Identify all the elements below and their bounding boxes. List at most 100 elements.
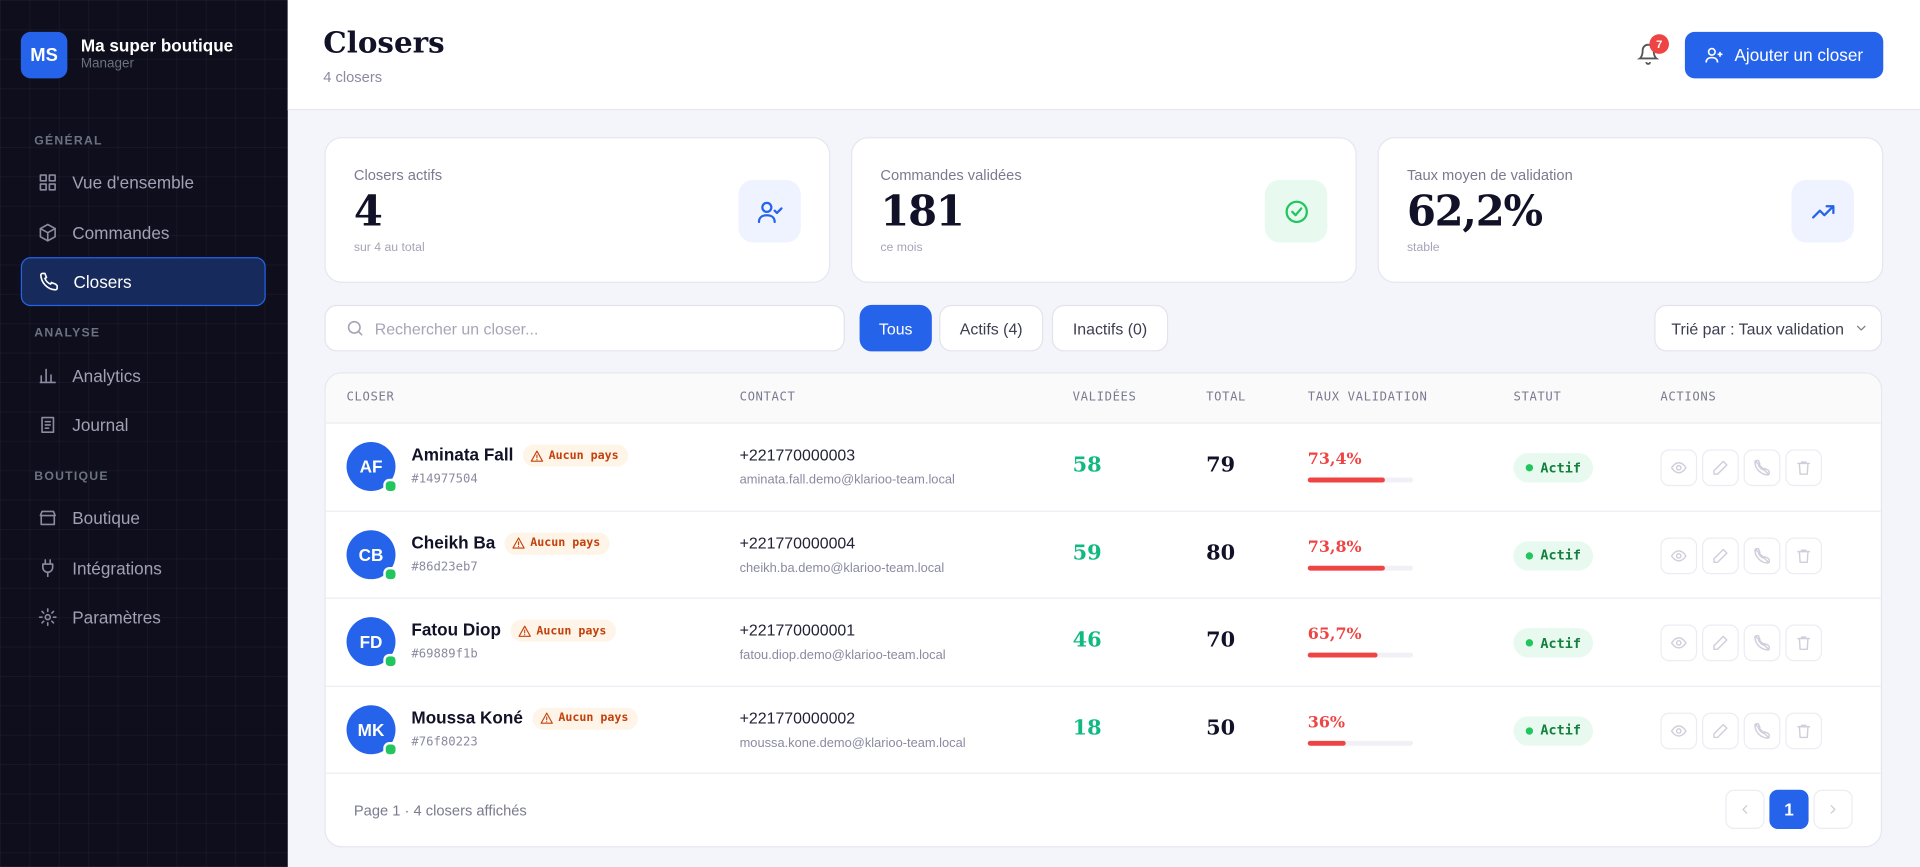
- column-header: ACTIONS: [1660, 390, 1717, 405]
- action-button[interactable]: [1702, 536, 1739, 574]
- prev-page[interactable]: [1725, 789, 1765, 829]
- warning-label: Aucun pays: [536, 623, 607, 638]
- action-button[interactable]: [1702, 712, 1739, 749]
- action-button[interactable]: [1785, 624, 1823, 662]
- icon: [1797, 461, 1811, 475]
- table-row: AF Aminata Fall Aucun pays #14977504 +221770…: [325, 422, 1881, 510]
- validation-rate: 36%: [1307, 713, 1346, 732]
- online-dot: [383, 478, 398, 494]
- closer-id: #76f80223: [411, 735, 478, 749]
- table-footer-line: [325, 772, 1881, 774]
- stat-sub: sur 4 au total: [353, 241, 425, 255]
- status-dot: [1525, 551, 1534, 559]
- total-count: 50: [1206, 715, 1236, 741]
- warning-badge: Aucun pays: [522, 444, 629, 467]
- sidebar: MS Ma super boutique Manager GÉNÉRAL Vue …: [0, 0, 288, 867]
- closer-name: Cheikh Ba: [411, 532, 496, 552]
- closer-name: Fatou Diop: [411, 619, 501, 640]
- warning-badge: Aucun pays: [504, 532, 611, 555]
- action-button[interactable]: [1660, 449, 1698, 487]
- icon: [1754, 722, 1770, 739]
- phone: +221770000001: [739, 620, 856, 640]
- action-button[interactable]: [1743, 449, 1781, 487]
- action-button[interactable]: [1702, 449, 1739, 487]
- status-badge: Actif: [1513, 540, 1594, 571]
- action-button[interactable]: [1785, 536, 1823, 574]
- status-dot: [1525, 726, 1534, 735]
- nav-item[interactable]: Boutique: [21, 493, 266, 542]
- stat-icon: [1264, 180, 1328, 243]
- phone: +221770000004: [739, 533, 856, 552]
- closers-table: CLOSER CONTACT VALIDÉES TOTAL TAUX VALIDATIO…: [324, 372, 1883, 848]
- nav-item[interactable]: Closers: [20, 257, 266, 307]
- next-page[interactable]: [1813, 789, 1853, 829]
- icon: [540, 712, 553, 724]
- rate-bar: [1307, 565, 1386, 571]
- nav-item-label: Boutique: [72, 508, 140, 528]
- action-button[interactable]: [1743, 536, 1781, 574]
- rate-track: [1307, 565, 1414, 571]
- validation-rate: 65,7%: [1307, 625, 1362, 645]
- action-button[interactable]: [1785, 449, 1823, 487]
- icon: [1830, 805, 1836, 814]
- action-button[interactable]: [1702, 624, 1739, 662]
- action-button[interactable]: [1785, 712, 1823, 749]
- nav-item[interactable]: Vue d'ensemble: [21, 158, 266, 207]
- column-header: STATUT: [1513, 390, 1562, 405]
- filter-tab[interactable]: Tous: [859, 304, 932, 352]
- warning-label: Aucun pays: [530, 536, 601, 550]
- total-count: 79: [1206, 453, 1236, 478]
- rate-track: [1307, 477, 1414, 483]
- action-button[interactable]: [1743, 624, 1781, 662]
- icon: [39, 174, 56, 191]
- pagination-info: Page 1 · 4 closers affichés: [353, 802, 527, 820]
- nav-item[interactable]: Journal: [21, 400, 266, 449]
- status-badge: Actif: [1513, 628, 1594, 658]
- status-dot: [1525, 464, 1534, 472]
- filter-tab[interactable]: Inactifs (0): [1051, 304, 1169, 352]
- icon: [1811, 204, 1834, 218]
- stat-value: 4: [353, 187, 383, 237]
- action-button[interactable]: [1743, 712, 1781, 749]
- icon: [40, 272, 58, 291]
- nav-item[interactable]: Analytics: [21, 351, 266, 400]
- nav-item[interactable]: Paramètres: [21, 593, 266, 642]
- action-button[interactable]: [1660, 712, 1698, 749]
- add-button-label: Ajouter un closer: [1734, 45, 1864, 65]
- validated-count: 59: [1072, 540, 1102, 566]
- page-title: Closers: [323, 24, 445, 61]
- icon: [1713, 460, 1728, 475]
- icon: [1670, 637, 1687, 649]
- online-dot: [383, 566, 398, 582]
- stat-icon: [738, 180, 801, 243]
- status-label: Actif: [1540, 459, 1581, 476]
- brand-name: Ma super boutique: [80, 35, 234, 56]
- icon: [1713, 723, 1728, 738]
- icon: [1797, 548, 1811, 563]
- notification-badge: 7: [1649, 34, 1669, 54]
- action-button[interactable]: [1660, 624, 1698, 662]
- bell-icon[interactable]: [1637, 43, 1660, 65]
- nav-item-label: Vue d'ensemble: [72, 172, 195, 193]
- status-badge: Actif: [1513, 715, 1594, 746]
- warning-badge: Aucun pays: [532, 707, 639, 730]
- search-input[interactable]: Rechercher un closer...: [324, 304, 845, 352]
- icon: [530, 449, 544, 462]
- current-page[interactable]: 1: [1769, 789, 1809, 829]
- icon: [1856, 325, 1866, 331]
- filter-tab[interactable]: Actifs (4): [939, 304, 1044, 352]
- brand-role: Manager: [80, 56, 134, 72]
- sort-select[interactable]: Trié par : Taux validation: [1654, 304, 1883, 352]
- add-button[interactable]: Ajouter un closer: [1684, 31, 1884, 79]
- nav-item[interactable]: Intégrations: [21, 544, 266, 593]
- nav-item[interactable]: Commandes: [21, 208, 266, 257]
- sort-label: Trié par : Taux validation: [1671, 318, 1844, 338]
- icon: [1797, 636, 1811, 651]
- status-label: Actif: [1540, 722, 1581, 739]
- validated-count: 46: [1072, 628, 1102, 653]
- action-button[interactable]: [1660, 536, 1698, 574]
- validation-rate: 73,4%: [1307, 450, 1362, 469]
- icon: [518, 625, 531, 637]
